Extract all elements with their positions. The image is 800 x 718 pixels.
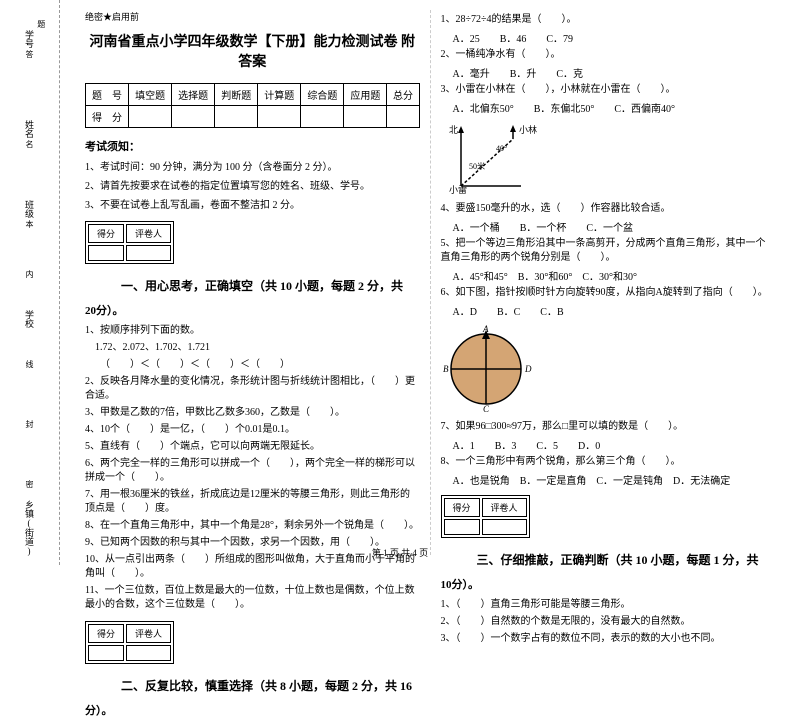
- s2-q5: 5、把一个等边三角形沿其中一条高剪开，分成两个直角三角形，其中一个直角三角形的两…: [441, 237, 776, 265]
- score-header-row: 题 号 填空题 选择题 判断题 计算题 综合题 应用题 总分: [86, 84, 420, 106]
- direction-svg: 北 小林 40° 50米 小雷: [441, 121, 551, 196]
- th-num: 题 号: [86, 84, 129, 106]
- s2-q3-opts: A．北偏东50° B．东偏北50° C．西偏南40°: [453, 100, 776, 115]
- section2-title: 二、反复比较，慎重选择（共 8 小题，每题 2 分，共 16: [85, 677, 420, 694]
- s1-q8: 8、在一个直角三角形中，其中一个角是28°，剩余另外一个锐角是（ ）。: [85, 519, 420, 533]
- bind-label-4: 学校: [23, 310, 36, 328]
- score-value-row: 得 分: [86, 106, 420, 128]
- bind-side-3: 名: [24, 140, 35, 148]
- th-total: 总分: [387, 84, 419, 106]
- eval-grader: 评卷人: [126, 224, 171, 243]
- s2-q7-opts: A．1 B．3 C．5 D．0: [453, 437, 776, 452]
- notice-2: 2、请首先按要求在试卷的指定位置填写您的姓名、班级、学号。: [85, 177, 420, 192]
- s1-q1a: 1.72、2.072、1.702、1.721: [85, 341, 420, 355]
- s2-q2: 2、一桶纯净水有（ ）。: [441, 48, 776, 62]
- s2-q6-opts: A．D B．C C．B: [453, 303, 776, 318]
- secret-label: 绝密★启用前: [85, 10, 420, 23]
- column-right: 1、28÷72÷4的结果是（ ）。 A．25 B．46 C．79 2、一桶纯净水…: [431, 10, 786, 555]
- north-label: 北: [449, 125, 458, 135]
- section1-title2: 20分）。: [85, 302, 420, 318]
- section3-title: 三、仔细推敲，正确判断（共 10 小题，每题 1 分，共: [441, 551, 776, 568]
- eval-box-2: 得分 评卷人: [85, 621, 174, 664]
- dist-label: 50米: [469, 161, 485, 171]
- bind-side-4: 本: [24, 220, 35, 228]
- s2-q7: 7、如果96□300≈97万，那么□里可以填的数是（ ）。: [441, 420, 776, 434]
- direction-diagram: 北 小林 40° 50米 小雷: [441, 121, 776, 196]
- s1-q7: 7、用一根36厘米的铁丝，折成底边是12厘米的等腰三角形，则此三角形的顶点是（ …: [85, 488, 420, 516]
- s2-q4-opts: A．一个桶 B．一个杯 C．一个盆: [453, 219, 776, 234]
- s1-q9: 9、已知两个因数的积与其中一个因数，求另一个因数，用（ ）。: [85, 536, 420, 550]
- s1-q11: 11、一个三位数，百位上数是最大的一位数，十位上数也是偶数，个位上数最小的合数，…: [85, 584, 420, 612]
- bind-side-6: 线: [24, 360, 35, 368]
- angle-label: 40°: [496, 144, 507, 153]
- s2-q3: 3、小雷在小林在（ ），小林就在小雷在（ ）。: [441, 83, 776, 97]
- content-area: 绝密★启用前 河南省重点小学四年级数学【下册】能力检测试卷 附答案 题 号 填空…: [60, 0, 800, 565]
- bind-label-1: 学号: [23, 30, 36, 48]
- s3-q2: 2、（ ）自然数的个数是无限的，没有最大的自然数。: [441, 615, 776, 629]
- bind-side-2: 题: [36, 20, 47, 28]
- xiaolin-label: 小林: [519, 124, 537, 135]
- s1-q5: 5、直线有（ ）个端点，它可以向两端无限延长。: [85, 440, 420, 454]
- s2-q8-opts: A．也是锐角 B．一定是直角 C．一定是钝角 D．无法确定: [453, 472, 776, 487]
- bind-side-1: 答: [24, 50, 35, 58]
- s1-q1b: （ ）＜（ ）＜（ ）＜（ ）: [85, 358, 420, 372]
- s1-q1: 1、按顺序排列下面的数。: [85, 324, 420, 338]
- svg-text:C: C: [483, 404, 490, 414]
- eval-box-1: 得分 评卷人: [85, 221, 174, 264]
- s3-q3: 3、（ ）一个数字占有的数位不同，表示的数的大小也不同。: [441, 632, 776, 646]
- circle-svg: A B C D: [441, 324, 541, 414]
- bind-side-5: 内: [24, 270, 35, 278]
- section3-title2: 10分）。: [441, 576, 776, 592]
- circle-diagram: A B C D: [441, 324, 776, 414]
- eval-box-3: 得分 评卷人: [441, 495, 530, 538]
- th-app: 应用题: [344, 84, 387, 106]
- td-score: 得 分: [86, 106, 129, 128]
- s1-q6: 6、两个完全一样的三角形可以拼成一个（ ），两个完全一样的梯形可以拼成一个（ ）…: [85, 457, 420, 485]
- th-fill: 填空题: [129, 84, 172, 106]
- column-left: 绝密★启用前 河南省重点小学四年级数学【下册】能力检测试卷 附答案 题 号 填空…: [75, 10, 431, 555]
- section2-title2: 分）。: [85, 702, 420, 718]
- s1-q3: 3、甲数是乙数的7倍，甲数比乙数多360，乙数是（ ）。: [85, 406, 420, 420]
- bind-side-8: 密: [24, 480, 35, 488]
- s2-q4: 4、要盛150毫升的水，选（ ）作容器比较合适。: [441, 202, 776, 216]
- section1-title: 一、用心思考，正确填空（共 10 小题，每题 2 分，共: [85, 277, 420, 294]
- th-comp: 综合题: [301, 84, 344, 106]
- th-judge: 判断题: [215, 84, 258, 106]
- page-footer: 第 1 页 共 4 页: [372, 546, 428, 559]
- binding-strip: 学号 答 题 姓名 名 班级 本 内 学校 线 封 密 乡镇(街道): [0, 0, 60, 565]
- exam-title: 河南省重点小学四年级数学【下册】能力检测试卷 附答案: [85, 31, 420, 71]
- s1-q4: 4、10个（ ）是一亿，（ ）个0.01是0.1。: [85, 423, 420, 437]
- bind-side-7: 封: [24, 420, 35, 428]
- s3-q1: 1、（ ）直角三角形可能是等腰三角形。: [441, 598, 776, 612]
- bind-label-3: 班级: [23, 200, 36, 218]
- exam-page: 学号 答 题 姓名 名 班级 本 内 学校 线 封 密 乡镇(街道) 绝密★启用…: [0, 0, 800, 565]
- svg-text:B: B: [443, 364, 449, 374]
- s2-q8: 8、一个三角形中有两个锐角，那么第三个角（ ）。: [441, 455, 776, 469]
- th-calc: 计算题: [258, 84, 301, 106]
- eval-score: 得分: [88, 224, 124, 243]
- bind-label-5: 乡镇(街道): [23, 500, 36, 556]
- notice-title: 考试须知：: [85, 138, 420, 154]
- notice-3: 3、不要在试卷上乱写乱画，卷面不整洁扣 2 分。: [85, 196, 420, 211]
- score-table: 题 号 填空题 选择题 判断题 计算题 综合题 应用题 总分 得 分: [85, 83, 420, 128]
- s2-q5-opts: A．45°和45° B．30°和60° C．30°和30°: [453, 268, 776, 283]
- bind-label-2: 姓名: [23, 120, 36, 138]
- xiaolei-label: 小雷: [449, 185, 467, 195]
- s2-q2-opts: A．毫升 B．升 C．克: [453, 65, 776, 80]
- notice-1: 1、考试时间：90 分钟，满分为 100 分（含卷面分 2 分）。: [85, 158, 420, 173]
- s2-q1: 1、28÷72÷4的结果是（ ）。: [441, 13, 776, 27]
- s2-q6: 6、如下图，指针按顺时针方向旋转90度，从指向A旋转到了指向（ ）。: [441, 286, 776, 300]
- th-choice: 选择题: [172, 84, 215, 106]
- s2-q1-opts: A．25 B．46 C．79: [453, 30, 776, 45]
- svg-text:D: D: [524, 364, 532, 374]
- svg-text:A: A: [482, 324, 489, 334]
- s1-q10: 10、从一点引出两条（ ）所组成的图形叫做角，大于直角而小于平角的角叫（ ）。: [85, 553, 420, 581]
- s1-q2: 2、反映各月降水量的变化情况，条形统计图与折线统计图相比，（ ）更合适。: [85, 375, 420, 403]
